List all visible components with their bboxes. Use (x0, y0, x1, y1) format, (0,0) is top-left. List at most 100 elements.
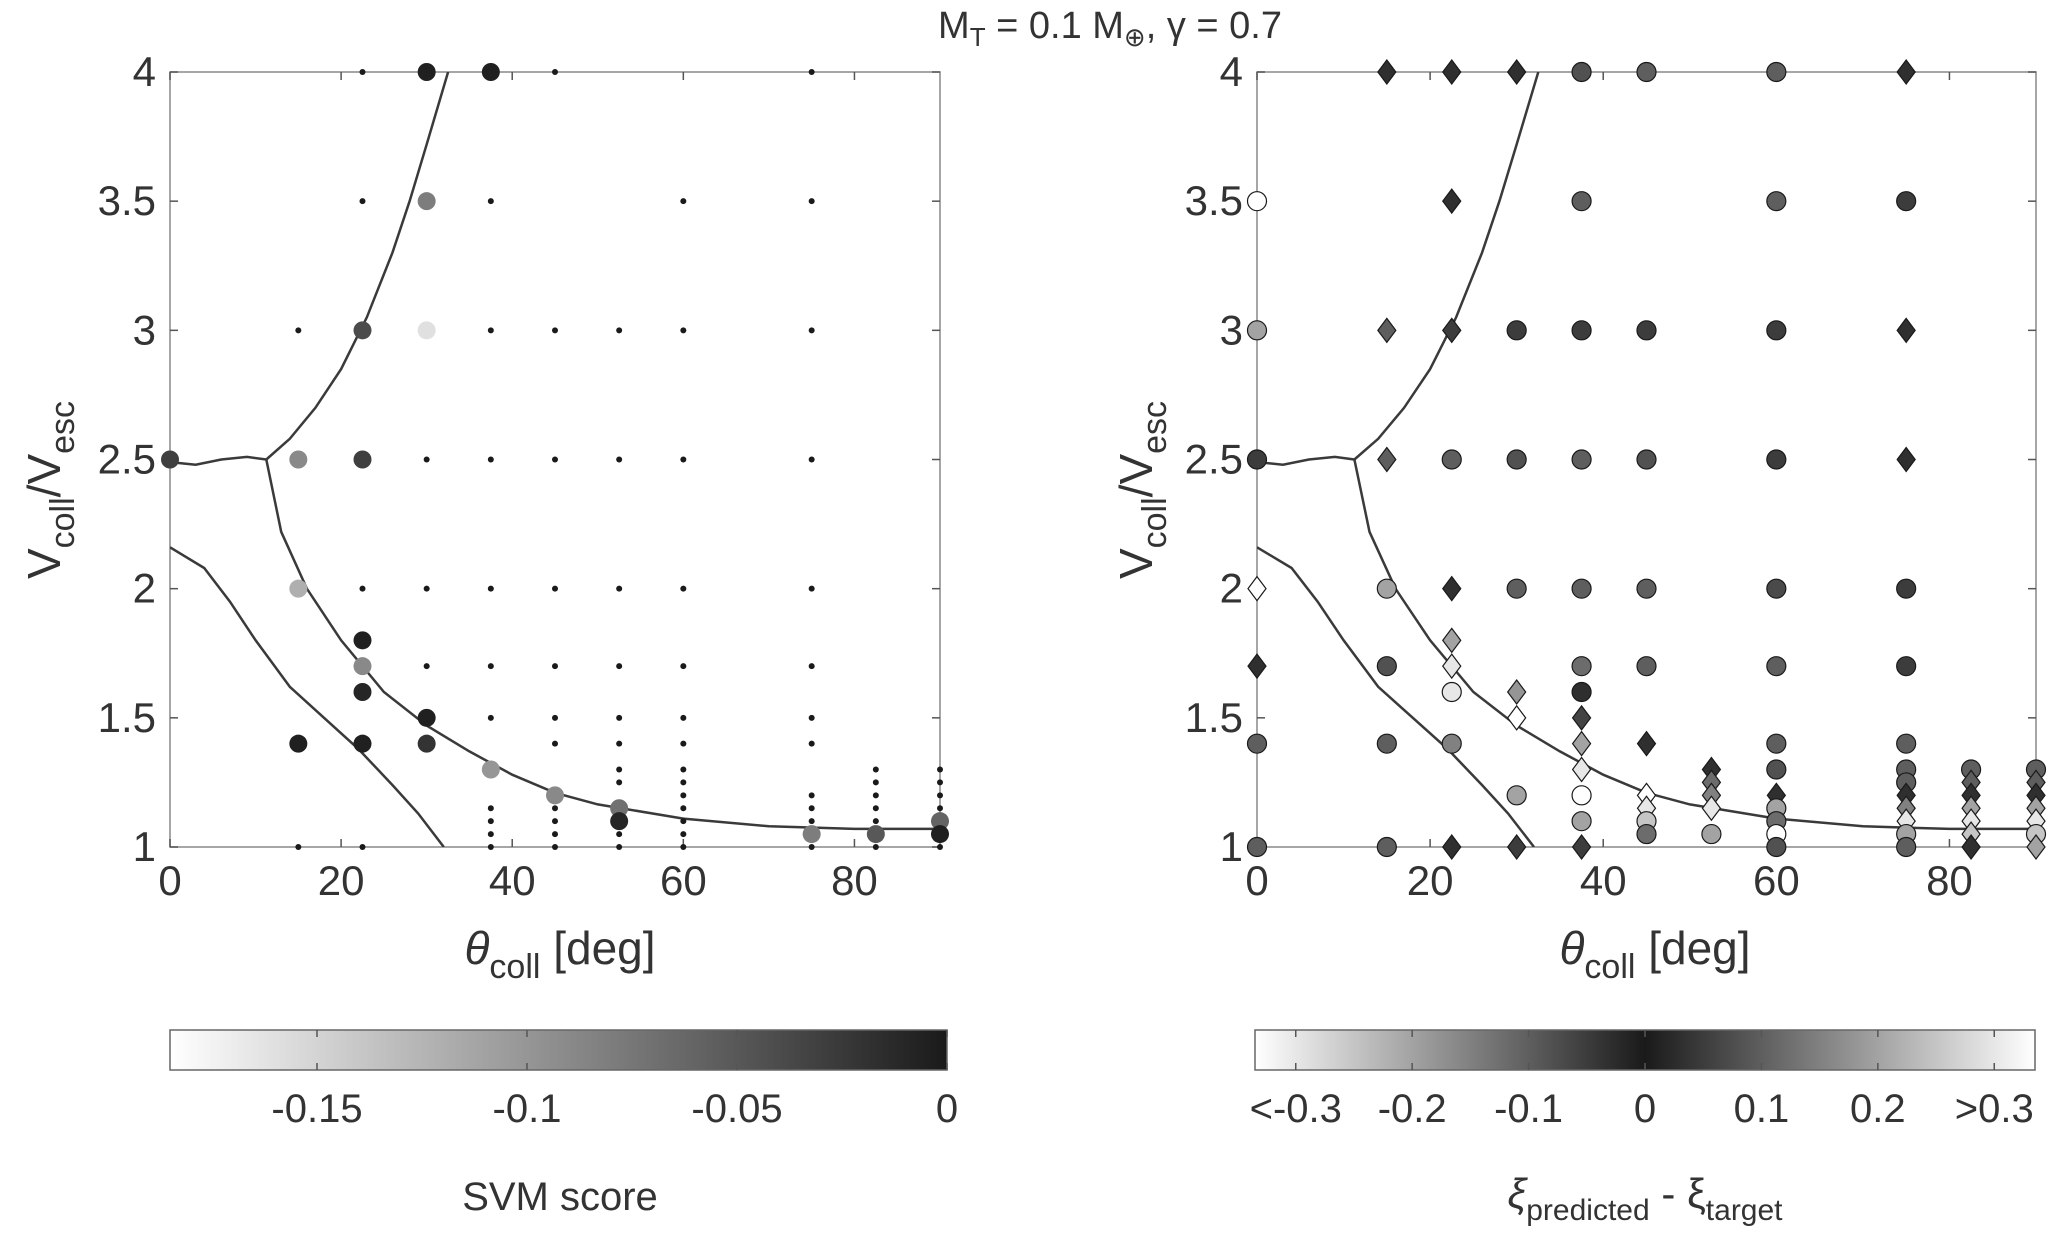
xi-point-diamond (1961, 834, 1981, 860)
svm-point (353, 321, 372, 340)
xi-point-diamond (1442, 188, 1462, 215)
right-x-axis-label: θcoll [deg] (1559, 922, 1750, 986)
svm-point (353, 734, 372, 753)
svm-point (417, 63, 436, 81)
xi-point-diamond (1506, 704, 1527, 731)
svm-small-point (808, 740, 815, 747)
svm-small-point (552, 740, 558, 747)
xi-point-diamond (1442, 317, 1462, 344)
svm-small-point (616, 844, 623, 850)
xi-x-tick-label: 60 (1753, 857, 1800, 904)
right-ylabel-v: V (1110, 548, 1162, 579)
xi-point-circle (1571, 681, 1592, 703)
xi-point-circle (1246, 733, 1268, 754)
svm-small-point (487, 327, 494, 334)
svm-small-point (423, 663, 430, 670)
xi-point-circle (1766, 733, 1787, 754)
xi-point-diamond (1442, 575, 1462, 602)
left-x-axis-label: θcoll [deg] (464, 922, 655, 986)
svm-y-tick-label: 3 (133, 306, 156, 353)
xi-point-circle (1896, 191, 1917, 212)
svm-point (610, 799, 629, 818)
svm-small-point (680, 818, 687, 825)
svm-point (161, 450, 179, 469)
xi-point-circle (1571, 578, 1592, 599)
svm-boundary-line (170, 546, 445, 847)
svm-point (417, 708, 436, 727)
svm-small-point (872, 844, 879, 850)
xi-point-diamond (1377, 446, 1397, 473)
xi-point-circle (1766, 449, 1787, 470)
svm-small-point (487, 585, 494, 592)
xi-chart: 0 20 40 60 80 1 1.5 2 2.5 3 3.5 4 (1185, 48, 2047, 904)
xi-point-circle (1636, 823, 1657, 845)
xi-point-circle (1506, 785, 1527, 806)
svm-point (866, 825, 885, 844)
xi-label-sub1: predicted (1526, 1194, 1649, 1227)
svm-small-point (487, 818, 494, 825)
xi-point-circle (1441, 681, 1462, 703)
svm-small-point (680, 779, 687, 786)
svm-small-point (487, 198, 494, 205)
right-xlabel-rest: [deg] (1635, 922, 1750, 974)
title-sub-earth: ⊕ (1124, 22, 1146, 52)
left-ylabel-sub2: esc (44, 401, 82, 454)
title-end: , γ = 0.7 (1146, 5, 1282, 47)
svm-y-tick-label: 2 (133, 565, 156, 612)
svm-small-point (552, 69, 558, 75)
xi-point-diamond (1896, 446, 1916, 473)
svm-small-point (552, 663, 558, 670)
xi-label-sym1: ξ (1507, 1170, 1528, 1217)
svm-point (802, 825, 821, 844)
svm-y-tick-label: 1 (133, 823, 156, 870)
svm-small-point (808, 327, 815, 334)
svm-small-point (616, 779, 623, 786)
svm-small-point (616, 740, 623, 747)
svm-small-point (808, 663, 815, 670)
svm-small-point (680, 714, 687, 721)
xi-y-tick-label: 1.5 (1185, 694, 1243, 741)
xi-point-circle (1636, 61, 1657, 83)
svm-boundary-line (265, 72, 450, 461)
svm-y-tick-label: 2.5 (98, 436, 156, 483)
xi-y-tick-label: 3.5 (1185, 177, 1243, 224)
xi-point-circle (1441, 449, 1462, 470)
svm-small-point (616, 663, 623, 670)
xi-point-diamond (1571, 756, 1592, 783)
xi-colorbar-tick-label: -0.1 (1494, 1087, 1563, 1131)
xi-point-diamond (1571, 730, 1592, 757)
svm-x-tick-label: 80 (831, 857, 878, 904)
xi-point-circle (1506, 449, 1527, 470)
svm-small-point (423, 456, 430, 463)
svm-point (931, 812, 949, 831)
svm-small-point (808, 456, 815, 463)
svm-x-tick-label: 60 (660, 857, 707, 904)
svm-chart: 0 20 40 60 80 1 1.5 2 2.5 3 3.5 4 (98, 48, 949, 904)
svm-small-point (359, 69, 366, 75)
xi-label-mid: - ξ (1650, 1170, 1706, 1217)
xi-point-circle (1636, 320, 1657, 341)
xi-label-sub2: target (1706, 1194, 1783, 1227)
xi-point-diamond (1571, 704, 1592, 731)
svm-small-point (359, 844, 366, 850)
xi-point-circle (1766, 191, 1787, 212)
svm-small-point (680, 327, 687, 334)
svm-small-point (872, 805, 879, 812)
xi-point-circle (1636, 449, 1657, 470)
svm-colorbar (169, 1029, 948, 1071)
xi-point-circle (1376, 656, 1397, 677)
svm-small-point (808, 198, 815, 205)
xi-y-tick-label: 4 (1220, 48, 1243, 95)
svm-colorbar-tick-label: -0.15 (271, 1087, 362, 1131)
svm-small-point (872, 818, 879, 825)
svm-colorbar-label: SVM score (462, 1175, 658, 1219)
svm-small-point (487, 456, 494, 463)
svm-small-point (423, 585, 430, 592)
svm-small-point (616, 766, 623, 773)
xi-colorbar-tick-label: <-0.3 (1250, 1087, 1342, 1131)
xi-colorbar-tick-label: 0.2 (1850, 1087, 1906, 1131)
left-ylabel-slash: /V (18, 454, 70, 498)
svm-small-point (680, 663, 687, 670)
xi-point-diamond (1442, 59, 1462, 85)
left-ylabel-sub1: coll (44, 497, 82, 548)
